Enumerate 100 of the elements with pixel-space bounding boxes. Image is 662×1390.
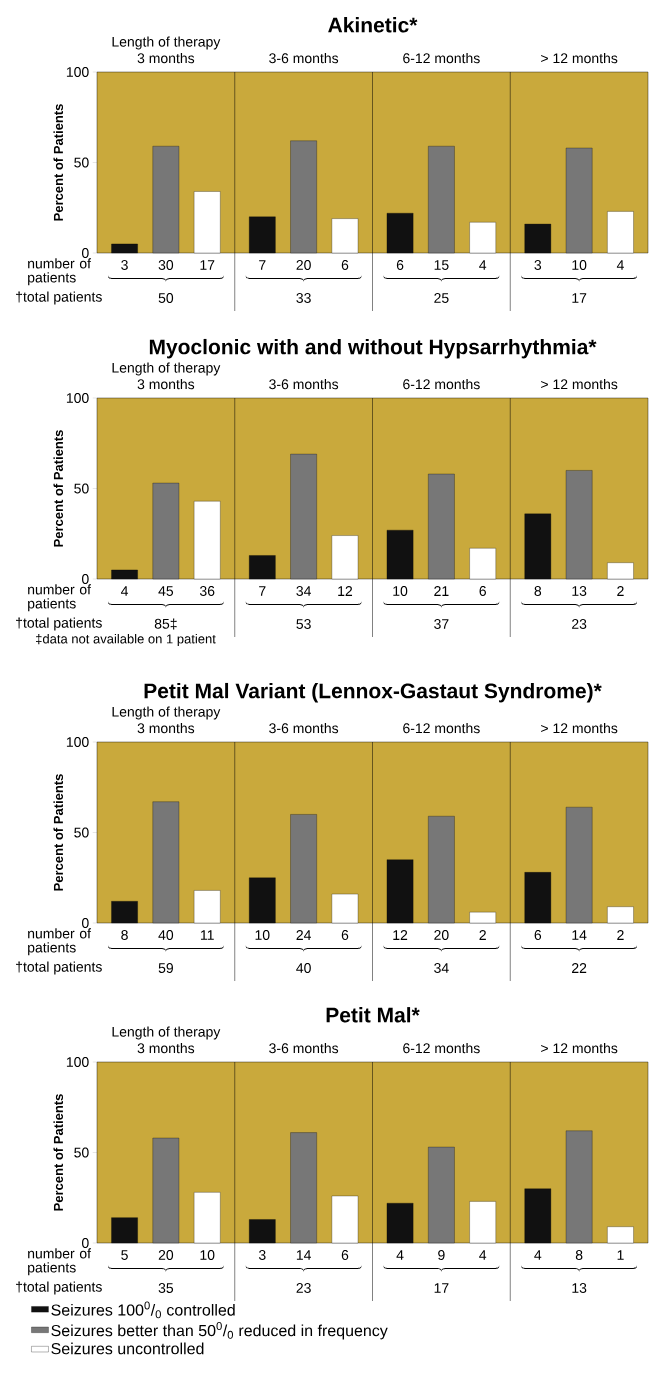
text: 14 xyxy=(296,1250,311,1260)
text: 14 xyxy=(572,930,587,940)
text: 4 xyxy=(534,1250,542,1260)
x-tick-label: 6-12 months xyxy=(403,1042,480,1054)
x-tick-label: 3-6 months xyxy=(269,378,339,390)
x-tick-label: 6-12 months xyxy=(403,722,480,734)
text: number of patients xyxy=(28,584,92,612)
text: 15 xyxy=(434,260,449,270)
y-tick-label: 0 xyxy=(81,1238,89,1248)
x-tick-label: > 12 months xyxy=(541,1042,618,1054)
y-tick-label: 0 xyxy=(81,918,89,928)
text: 22 xyxy=(572,963,587,973)
text: 7 xyxy=(259,586,266,596)
text: 6 xyxy=(341,260,349,270)
x-axis-title: Length of therapy xyxy=(112,362,221,376)
text: 59 xyxy=(158,963,173,973)
y-tick-label: 100 xyxy=(66,1057,89,1067)
text: number of patients xyxy=(28,1248,92,1276)
text: 7 xyxy=(259,260,266,270)
text: 2 xyxy=(617,930,624,940)
x-axis-title: Length of therapy xyxy=(112,706,221,720)
text: 8 xyxy=(121,930,128,940)
x-tick-label: 3-6 months xyxy=(269,1042,339,1054)
text: 8 xyxy=(575,1250,583,1260)
y-tick-label: 0 xyxy=(81,248,89,258)
x-tick-label: 3 months xyxy=(137,52,195,64)
text: 2 xyxy=(479,930,486,940)
text: 37 xyxy=(434,619,449,629)
y-tick-label: 50 xyxy=(74,827,89,838)
text: ‡data not available on 1 patient xyxy=(36,633,216,647)
text: 2 xyxy=(617,586,624,596)
text: 23 xyxy=(296,1283,311,1293)
text: 3 xyxy=(121,260,128,270)
chart-title: Myoclonic with and without Hypsarrhythmia* xyxy=(149,338,597,359)
text: 5 xyxy=(121,1250,128,1260)
text: 34 xyxy=(434,963,449,973)
text: 20 xyxy=(296,260,311,270)
text: 33 xyxy=(296,293,311,303)
text: number of patients xyxy=(28,928,92,956)
text: 10 xyxy=(255,930,270,940)
chart-title: Akinetic* xyxy=(328,17,418,33)
text: †total patients xyxy=(16,617,102,631)
x-tick-label: 3 months xyxy=(137,1042,195,1054)
text: 85‡ xyxy=(154,618,177,630)
x-tick-label: 3-6 months xyxy=(269,722,339,734)
text: 4 xyxy=(616,260,624,270)
text: 45 xyxy=(158,586,174,596)
x-tick-label: 6-12 months xyxy=(403,378,480,390)
text: 6 xyxy=(341,930,349,940)
text: 12 xyxy=(393,930,408,940)
text: 17 xyxy=(200,260,215,270)
text: 8 xyxy=(534,586,542,596)
text: 35 xyxy=(158,1283,174,1293)
text: 20 xyxy=(434,930,449,940)
x-tick-label: 6-12 months xyxy=(403,52,480,64)
y-tick-label: 100 xyxy=(66,737,89,747)
text: 12 xyxy=(338,586,353,596)
y-axis-title: Percent of Patients xyxy=(53,430,64,547)
text: 17 xyxy=(434,1283,449,1293)
text: 10 xyxy=(393,586,408,596)
text: 34 xyxy=(296,586,311,596)
text: 13 xyxy=(572,1283,587,1293)
text: †total patients xyxy=(16,1281,102,1295)
text: 4 xyxy=(479,1250,487,1260)
text: 11 xyxy=(201,930,214,940)
chart-title: Petit Mal Variant (Lennox-Gastaut Syndrome)* xyxy=(144,682,602,703)
x-tick-label: > 12 months xyxy=(541,378,618,390)
text: †total patients xyxy=(16,291,102,305)
y-tick-label: 50 xyxy=(74,483,89,494)
legend-label: Seizures uncontrolled xyxy=(51,1342,204,1355)
x-tick-label: 3 months xyxy=(137,378,195,390)
y-axis-title: Percent of Patients xyxy=(53,1094,64,1211)
y-tick-label: 50 xyxy=(74,1147,89,1158)
text: 3 xyxy=(258,1250,266,1260)
x-tick-label: > 12 months xyxy=(541,52,618,64)
y-tick-label: 50 xyxy=(74,157,89,168)
text: 3 xyxy=(534,260,542,270)
text: 4 xyxy=(479,260,487,270)
text: 30 xyxy=(158,260,174,270)
y-axis-title: Percent of Patients xyxy=(53,104,64,221)
text: 4 xyxy=(396,1250,404,1260)
y-axis-title: Percent of Patients xyxy=(53,774,64,891)
text: 40 xyxy=(296,963,311,973)
text: 40 xyxy=(158,930,174,940)
chart-title: Petit Mal* xyxy=(326,1007,420,1023)
text: 9 xyxy=(438,1250,445,1260)
legend-label: Seizures better than 50$^{0}$/$_{0}$ reduced in frequency xyxy=(51,1322,388,1340)
text: 50 xyxy=(158,293,174,303)
text: 25 xyxy=(434,293,449,303)
x-axis-title: Length of therapy xyxy=(112,36,221,50)
text: 6 xyxy=(534,930,542,940)
text: 6 xyxy=(396,260,404,270)
text: 17 xyxy=(572,293,587,303)
text: 23 xyxy=(572,619,587,629)
text: 10 xyxy=(572,260,587,270)
text: 1 xyxy=(617,1250,624,1260)
text: 36 xyxy=(199,586,215,596)
legend-label: Seizures 100$^{0}$/$_{0}$ controlled xyxy=(51,1301,235,1319)
text: number of patients xyxy=(28,258,92,286)
text: 24 xyxy=(296,930,311,940)
